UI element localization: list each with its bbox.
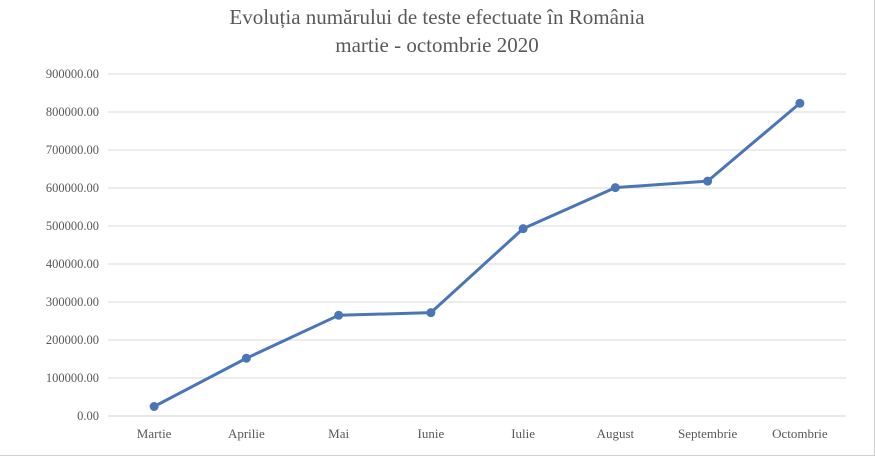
data-point <box>241 353 251 363</box>
y-tick-label: 0.00 <box>77 409 99 423</box>
x-tick-label: Martie <box>137 426 172 441</box>
data-point <box>426 308 436 318</box>
x-tick-label: Octombrie <box>772 426 828 441</box>
data-point <box>703 176 713 186</box>
data-point <box>518 224 528 234</box>
y-tick-label: 500000.00 <box>46 219 99 233</box>
y-tick-label: 800000.00 <box>46 105 99 119</box>
x-tick-label: Iulie <box>511 426 535 441</box>
x-tick-label: Aprilie <box>228 426 265 441</box>
x-axis-ticks: Martie Aprilie Mai Iunie Iulie August Septembr… <box>137 426 828 441</box>
y-tick-label: 900000.00 <box>46 67 99 81</box>
chart-title: Evoluția numărului de teste efectuate în… <box>229 5 645 29</box>
y-tick-label: 700000.00 <box>46 143 99 157</box>
x-tick-label: Mai <box>328 426 349 441</box>
grid-lines <box>108 73 846 417</box>
y-tick-label: 200000.00 <box>46 333 99 347</box>
y-axis-ticks: 0.00 100000.00 200000.00 300000.00 400000.00… <box>46 67 99 423</box>
y-tick-label: 300000.00 <box>46 295 99 309</box>
data-point <box>795 98 805 108</box>
data-point <box>610 183 620 193</box>
y-tick-label: 100000.00 <box>46 371 99 385</box>
chart-subtitle: martie - octombrie 2020 <box>335 33 539 57</box>
y-tick-label: 600000.00 <box>46 181 99 195</box>
x-tick-label: Septembrie <box>678 426 737 441</box>
data-point <box>334 310 344 320</box>
series-group <box>149 98 805 411</box>
x-tick-label: Iunie <box>418 426 445 441</box>
data-point <box>149 402 159 411</box>
y-tick-label: 400000.00 <box>46 257 99 271</box>
series-line <box>152 101 802 408</box>
x-tick-label: August <box>597 426 635 441</box>
